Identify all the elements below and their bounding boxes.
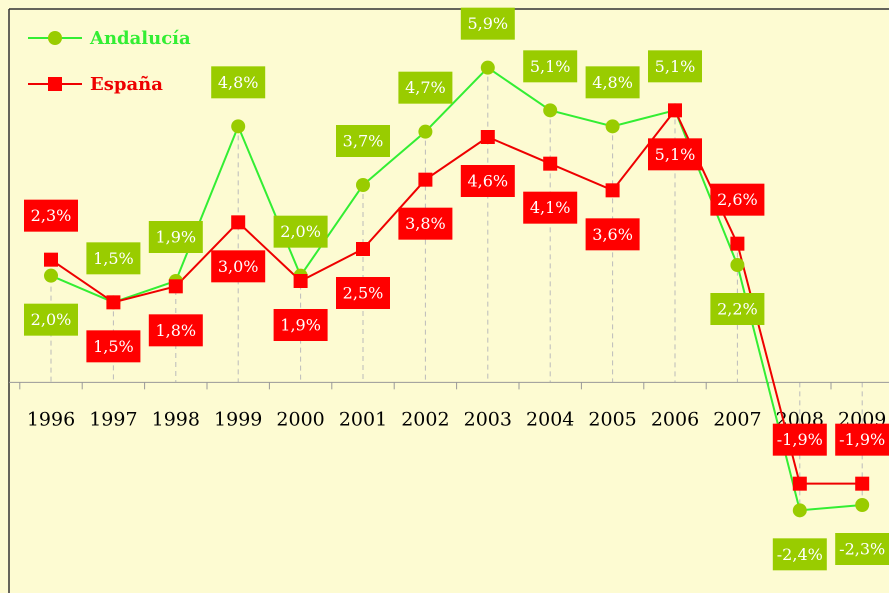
x-tick-label: 2006 (651, 408, 699, 430)
label-box (86, 242, 141, 275)
label-box (772, 538, 827, 571)
x-tick-label: 1997 (89, 408, 137, 430)
marker (605, 183, 620, 198)
data-label: 4,7% (405, 78, 446, 97)
label-box (585, 218, 640, 251)
data-label: 4,8% (592, 73, 633, 92)
data-label: 3,7% (343, 132, 384, 151)
label-box (710, 183, 765, 216)
data-label: -1,9% (777, 430, 823, 449)
marker (480, 60, 495, 75)
data-label: 3,8% (405, 214, 446, 233)
label-box (273, 215, 328, 248)
data-label: 3,6% (592, 225, 633, 244)
marker (44, 268, 58, 283)
legend-label: España (90, 74, 163, 95)
x-tick-label: 2004 (526, 408, 574, 430)
marker (168, 279, 183, 294)
data-label: 1,9% (155, 228, 196, 247)
data-label: 5,1% (655, 145, 696, 164)
data-label: 2,2% (717, 300, 758, 319)
data-label: -2,4% (777, 545, 823, 564)
marker (855, 476, 870, 491)
data-label: 4,6% (467, 172, 508, 191)
marker (293, 274, 308, 288)
label-box (460, 165, 515, 197)
marker (855, 498, 870, 512)
label-box (24, 303, 78, 336)
label-box (835, 423, 889, 456)
label-box (148, 221, 203, 253)
data-label: 1,8% (155, 321, 196, 340)
label-box (24, 199, 78, 232)
data-label: 5,1% (530, 57, 571, 76)
marker (668, 103, 682, 118)
label-box (772, 423, 827, 456)
marker (231, 215, 246, 230)
marker (792, 503, 807, 518)
label-box (86, 330, 141, 363)
data-label: 3,0% (218, 257, 259, 276)
data-label: 2,6% (717, 190, 758, 209)
x-tick-label: 2003 (464, 408, 512, 430)
marker (44, 252, 58, 267)
label-box (211, 250, 266, 283)
x-tick-label: 2007 (713, 408, 761, 430)
x-tick-label: 2000 (276, 408, 324, 430)
label-box (398, 207, 453, 240)
label-box (148, 314, 203, 347)
data-label: 5,9% (467, 14, 508, 33)
x-tick-label: 2005 (588, 408, 636, 430)
x-tick-label: 2002 (401, 408, 449, 430)
data-label: 4,8% (218, 73, 259, 92)
marker (543, 103, 558, 118)
marker (418, 172, 433, 187)
label-box (523, 191, 578, 224)
label-box (710, 293, 765, 325)
marker (605, 119, 620, 134)
marker (106, 295, 121, 310)
x-tick-label: 1996 (27, 408, 75, 430)
x-tick-label: 1999 (214, 408, 262, 430)
data-label: 1,9% (280, 316, 321, 335)
label-box (523, 50, 578, 83)
legend-label: Andalucía (89, 28, 191, 49)
data-label: 2,5% (343, 284, 384, 303)
data-label: 2,0% (31, 310, 72, 329)
marker (792, 476, 807, 491)
data-label: 4,1% (530, 198, 571, 217)
data-label: -1,9% (839, 430, 885, 449)
marker (730, 258, 745, 272)
data-label: 2,3% (31, 206, 72, 225)
label-box (585, 66, 640, 99)
data-label: 5,1% (655, 57, 696, 76)
x-tick-label: 1998 (152, 408, 200, 430)
legend-marker (48, 77, 62, 91)
x-tick-label: 2001 (339, 408, 387, 430)
data-label: -2,3% (839, 540, 885, 559)
series-line (50, 108, 863, 485)
label-box (336, 125, 390, 157)
marker (543, 156, 558, 171)
series-line (50, 66, 863, 512)
marker (356, 178, 370, 192)
data-label: 2,0% (280, 222, 321, 241)
marker (231, 119, 246, 134)
marker (356, 242, 370, 256)
data-label: 1,5% (93, 337, 134, 356)
data-label: 1,5% (93, 249, 134, 268)
legend-marker (48, 31, 62, 45)
marker (730, 236, 745, 251)
marker (418, 124, 433, 139)
label-box (835, 533, 889, 565)
label-box (648, 138, 702, 171)
label-box (336, 277, 390, 309)
label-box (211, 66, 266, 99)
label-box (398, 71, 453, 104)
marker (480, 130, 495, 144)
label-box (460, 7, 515, 40)
label-box (648, 50, 702, 83)
label-box (273, 309, 328, 341)
